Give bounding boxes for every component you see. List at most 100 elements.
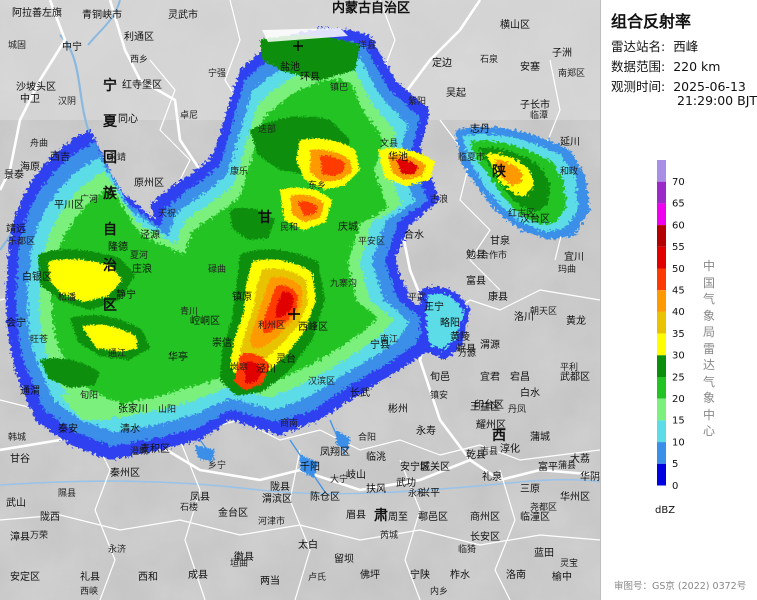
place-label-zhongwei: 中卫 — [20, 92, 40, 105]
place-label-qingtongxia: 青铜峡市 — [82, 8, 122, 21]
place-label-changwu: 长武 — [350, 386, 370, 399]
place-label-pingan: 平安区 — [358, 235, 385, 247]
place-label-xihe: 西和 — [138, 571, 158, 583]
time-value: 21:29:00 BJT — [677, 93, 757, 108]
place-label-wuqi: 吴起 — [446, 87, 466, 99]
place-label-ningxia_3: 回 — [103, 150, 117, 166]
place-label-yangxian: 洋县 — [358, 39, 376, 51]
place-label-foping: 佛坪 — [360, 568, 380, 581]
place-label-ziyang: 紫阳 — [408, 96, 426, 107]
legend-swatch-5 — [657, 442, 666, 464]
place-label-langao: 岚皋 — [230, 361, 248, 373]
place-label-xunyi: 旬邑 — [430, 370, 450, 383]
place-label-liquan: 礼泉 — [482, 470, 502, 483]
place-label-kangxian: 康县 — [488, 290, 508, 303]
legend-swatch-15 — [657, 398, 666, 421]
info-panel: 组合反射率 雷达站名: 西峰 数据范围: 220 km 观测时间: 2025-0… — [600, 0, 757, 600]
place-label-zhouqu: 舟曲 — [30, 137, 48, 149]
place-label-ruicheng: 芮城 — [380, 529, 398, 541]
legend-swatch-40 — [657, 290, 666, 312]
legend-swatch-35 — [657, 311, 666, 334]
place-label-xixian: 隰县 — [58, 488, 76, 499]
legend-label-70: 70 — [672, 177, 685, 188]
place-label-baiyin: 白银区 — [22, 270, 52, 283]
place-label-sanyuan: 三原 — [520, 483, 540, 495]
place-label-heshui: 合水 — [404, 228, 424, 241]
place-label-shaanxi_1: 陕 — [492, 163, 506, 180]
radar-echoes — [6, 28, 590, 493]
place-label-chongxin: 崇信 — [212, 337, 232, 349]
place-label-wangcang: 旺苍 — [30, 333, 48, 345]
place-label-ningxia_2: 夏 — [103, 113, 118, 130]
place-label-yonghe: 永和 — [408, 487, 426, 499]
place-label-jingyuan: 泾源 — [140, 228, 160, 241]
legend-swatch-0 — [657, 463, 666, 486]
place-label-ningqiang: 宁强 — [208, 67, 226, 79]
place-label-hongsipu: 红寺堡区 — [122, 78, 162, 91]
place-label-hanyin: 汉阴 — [58, 96, 76, 107]
place-label-dali: 大荔 — [570, 452, 590, 465]
north-marker — [293, 41, 303, 51]
radar-map[interactable]: 内蒙古自治区 阿拉善左旗 青铜峡市 灵武市 横山区 子洲 子长市 延川 盐池 定边 吴起 志丹 安塞陕西… — [0, 0, 600, 600]
place-label-honggu: 红古区 — [508, 207, 535, 219]
place-label-gansu: 甘 — [258, 209, 272, 226]
legend-swatch-45 — [657, 268, 666, 291]
place-label-hezheng: 和政 — [560, 165, 578, 177]
place-label-jingchuan: 泾川 — [256, 362, 276, 375]
legend-swatch-30 — [657, 333, 666, 356]
place-label-wudu: 武都区 — [560, 370, 590, 383]
place-label-lingtai: 灵台 — [276, 352, 296, 365]
place-label-ningxian: 宁县 — [370, 338, 390, 351]
place-label-shangnan: 商南 — [280, 417, 298, 429]
place-label-zhongning: 中宁 — [62, 40, 82, 53]
legend-label-50: 50 — [672, 264, 685, 275]
product-title: 组合反射率 — [611, 12, 692, 31]
place-label-guyuan: 原州区 — [134, 177, 164, 189]
place-label-mianxian: 勉县 — [466, 248, 486, 261]
place-label-huangling: 黄陵 — [450, 330, 470, 343]
place-label-xixia: 西峡 — [80, 585, 98, 597]
place-label-qinan: 秦安 — [58, 422, 78, 435]
place-label-haiyuan: 海原 — [20, 160, 40, 173]
place-label-qingchuan: 青川 — [180, 305, 198, 317]
place-label-lingbao: 灵宝 — [560, 557, 578, 569]
legend-unit: dBZ — [655, 505, 676, 516]
place-label-yintai: 印台区 — [474, 398, 504, 411]
place-label-shilou: 石楼 — [180, 501, 198, 513]
place-label-maiji: 麦积区 — [140, 443, 170, 455]
place-label-yongshou: 永寿 — [416, 424, 436, 437]
place-label-zhenan: 镇安 — [430, 389, 448, 401]
place-label-zhouzhi: 周至 — [388, 511, 408, 523]
place-label-qingcheng: 庆城 — [338, 220, 358, 233]
place-label-wushan: 武山 — [6, 496, 26, 509]
place-label-lintao: 临洮 — [366, 450, 386, 463]
place-label-guanghe: 广河 — [80, 193, 98, 205]
legend-label-5: 5 — [672, 459, 678, 470]
place-label-zhashui: 柞水 — [450, 568, 470, 581]
legend-swatch-50 — [657, 246, 666, 269]
place-label-hezuo: 合作市 — [480, 249, 507, 261]
place-label-yuzhong: 榆中 — [552, 570, 572, 583]
place-label-yijun: 宜君 — [480, 370, 500, 383]
place-label-ledu: 乐都区 — [8, 235, 35, 247]
legend-label-60: 60 — [672, 220, 685, 231]
place-label-shaanxi_2: 西 — [492, 428, 506, 444]
place-label-chaotian: 朝天区 — [530, 306, 557, 317]
range-row: 数据范围: 220 km — [611, 56, 720, 75]
place-label-zhuoni: 卓尼 — [180, 109, 198, 121]
place-label-yanchuan: 延川 — [560, 136, 580, 148]
place-label-inner_mongolia: 内蒙古自治区 — [332, 0, 410, 16]
place-label-wenxian: 文县 — [380, 137, 398, 149]
place-label-lintan: 临潭 — [530, 109, 548, 121]
place-label-linxia: 临夏市 — [458, 151, 485, 163]
place-label-putian: 蒲县 — [558, 459, 576, 471]
place-label-shapotou: 沙坡头区 — [16, 80, 56, 93]
place-label-ningxia_1: 宁 — [103, 77, 117, 94]
vertical-org-label: 中国气象局雷达气象中心 — [702, 259, 715, 438]
place-label-yuanqu: 垣曲 — [230, 558, 248, 569]
place-label-fengxiang: 凤翔区 — [320, 445, 350, 458]
place-label-jingtai: 景泰 — [4, 168, 24, 181]
place-label-hanzhong: 汉台区 — [520, 212, 550, 225]
place-label-minxian: 岷县 — [456, 343, 476, 355]
place-label-shangzhou: 商州区 — [470, 510, 500, 523]
